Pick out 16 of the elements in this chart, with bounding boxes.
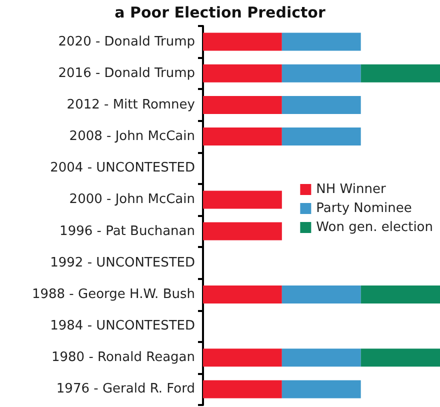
y-tick-label: 2016 - Donald Trump: [58, 66, 195, 81]
y-tick-label: 2004 - UNCONTESTED: [50, 160, 195, 176]
chart-title: a Poor Election Predictor: [114, 4, 326, 22]
y-tick-label: 2000 - John McCain: [69, 192, 195, 208]
y-tick-label: 2020 - Donald Trump: [58, 34, 195, 50]
legend-label: Won gen. election: [316, 220, 434, 235]
legend-label: NH Winner: [316, 182, 386, 197]
y-tick-label: 1984 - UNCONTESTED: [50, 318, 195, 334]
y-tick-label: 1976 - Gerald R. Ford: [56, 382, 195, 397]
y-tick-label: 1992 - UNCONTESTED: [50, 255, 195, 270]
y-tick-label: 1996 - Pat Buchanan: [60, 224, 195, 239]
legend-label: Party Nominee: [316, 201, 412, 216]
y-tick-label: 1980 - Ronald Reagan: [51, 350, 195, 366]
y-tick-label: 1988 - George H.W. Bush: [32, 286, 195, 302]
y-tick-label: 2008 - John McCain: [69, 129, 195, 144]
y-tick-label: 2012 - Mitt Romney: [66, 97, 196, 112]
